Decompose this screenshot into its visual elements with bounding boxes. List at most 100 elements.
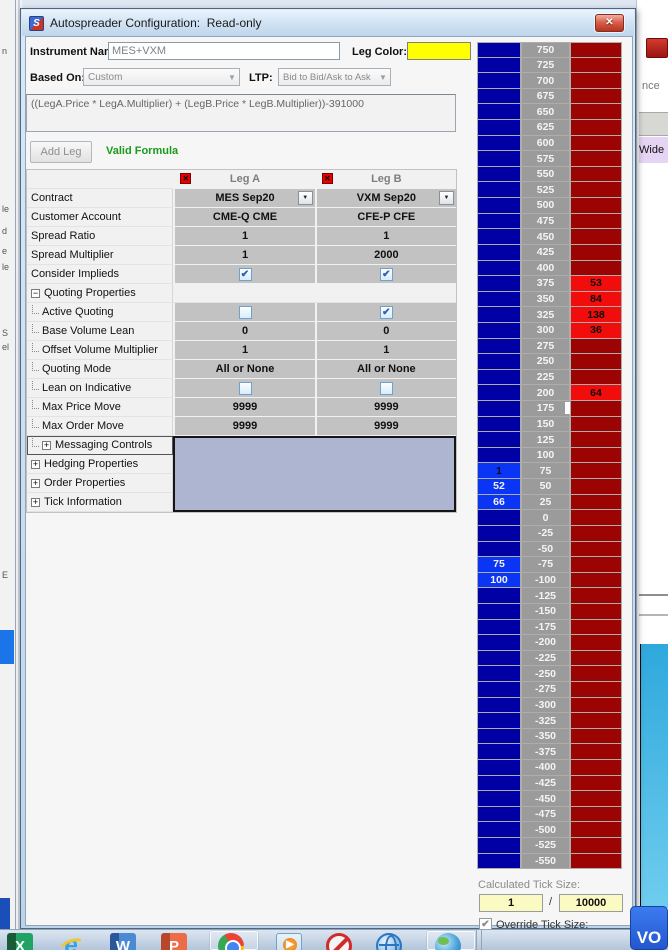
close-button[interactable]: ✕ [595,14,624,32]
price-cell-25[interactable]: 25 [521,494,570,511]
collapse-icon[interactable]: − [31,287,40,298]
ask-cell-550[interactable] [570,166,622,183]
bid-cell-400[interactable] [477,260,521,277]
bid-cell-75[interactable]: 1 [477,463,521,480]
ask-cell-100[interactable] [570,447,622,464]
bid-cell--225[interactable] [477,650,521,667]
price-cell-525[interactable]: 525 [521,182,570,199]
price-cell--225[interactable]: -225 [521,650,570,667]
row-label-quoting-properties[interactable]: − Quoting Properties [27,284,174,303]
bid-cell-525[interactable] [477,182,521,199]
bid-cell-550[interactable] [477,166,521,183]
price-cell-700[interactable]: 700 [521,73,570,89]
price-cell--200[interactable]: -200 [521,635,570,651]
ask-cell--500[interactable] [570,822,622,839]
checkbox-cell-consider-implieds-leg-b[interactable]: ✔ [316,265,457,283]
bid-cell--475[interactable] [477,806,521,823]
bid-cell--75[interactable]: 75 [477,557,521,573]
checkbox-cell-lean-on-indicative-leg-b[interactable] [316,379,457,397]
bid-cell--525[interactable] [477,838,521,854]
row-label-hedging-properties[interactable]: + Hedging Properties [27,455,174,474]
ask-cell-725[interactable] [570,57,622,74]
price-cell-450[interactable]: 450 [521,229,570,245]
ask-cell-425[interactable] [570,244,622,261]
ask-cell--75[interactable] [570,557,622,573]
title-bar[interactable]: S Autospreader Configuration: Read-only … [22,10,634,36]
bid-cell-150[interactable] [477,416,521,433]
selected-region-cell[interactable] [173,436,456,455]
price-cell--350[interactable]: -350 [521,728,570,745]
value-cell-spread-ratio-leg-b[interactable]: 1 [316,227,457,245]
row-label-order-properties[interactable]: + Order Properties [27,474,174,493]
tick-size-numerator[interactable]: 1 [479,894,543,912]
price-cell--50[interactable]: -50 [521,541,570,558]
bid-cell-250[interactable] [477,354,521,370]
checkbox-cell-active-quoting-leg-a[interactable] [175,303,315,321]
unchecked-checkbox-icon[interactable] [238,381,252,395]
expand-icon[interactable]: + [42,439,51,450]
bid-cell-275[interactable] [477,338,521,355]
bid-cell--150[interactable] [477,603,521,620]
bid-cell--350[interactable] [477,728,521,745]
value-cell-offset-volume-multiplier-leg-a[interactable]: 1 [175,341,315,359]
price-cell--125[interactable]: -125 [521,588,570,604]
bid-cell-225[interactable] [477,369,521,386]
background-red-button[interactable] [646,38,668,58]
ask-cell--550[interactable] [570,853,622,870]
price-cell--275[interactable]: -275 [521,681,570,698]
price-cell--525[interactable]: -525 [521,838,570,854]
bid-cell-0[interactable] [477,510,521,526]
dropdown-cell-contract-leg-a[interactable]: MES Sep20 ▼ [175,189,315,207]
remove-leg-icon[interactable]: ✕ [180,173,192,184]
price-cell-350[interactable]: 350 [521,291,570,308]
value-cell-spread-ratio-leg-a[interactable]: 1 [175,227,315,245]
bid-cell-100[interactable] [477,447,521,464]
ask-cell--525[interactable] [570,838,622,854]
price-cell--550[interactable]: -550 [521,853,570,870]
ask-cell--175[interactable] [570,619,622,636]
bid-cell-300[interactable] [477,322,521,339]
leg-a-header[interactable]: ✕ Leg A [175,170,315,188]
value-cell-offset-volume-multiplier-leg-b[interactable]: 1 [316,341,457,359]
price-cell-625[interactable]: 625 [521,120,570,136]
ask-cell--325[interactable] [570,713,622,729]
value-cell-base-volume-lean-leg-b[interactable]: 0 [316,322,457,340]
row-label-tick-information[interactable]: + Tick Information [27,493,174,512]
price-cell-100[interactable]: 100 [521,447,570,464]
dropdown-cell-contract-leg-b[interactable]: VXM Sep20 ▼ [316,189,457,207]
row-label-messaging-controls[interactable]: + Messaging Controls [27,436,174,455]
bid-cell-625[interactable] [477,120,521,136]
ask-cell-0[interactable] [570,510,622,526]
bid-cell-200[interactable] [477,385,521,402]
dropdown-arrow-icon[interactable]: ▼ [439,191,455,205]
ask-cell--400[interactable] [570,760,622,776]
earth-globe-icon[interactable] [435,933,461,950]
tick-size-denominator[interactable]: 10000 [559,894,623,912]
ask-cell--125[interactable] [570,588,622,604]
bid-cell-350[interactable] [477,291,521,308]
value-cell-customer-account-leg-a[interactable]: CME-Q CME [175,208,315,226]
bid-cell-50[interactable]: 52 [477,479,521,495]
ask-cell-225[interactable] [570,369,622,386]
leg-b-header[interactable]: ✕ Leg B [316,170,457,188]
bid-cell-425[interactable] [477,244,521,261]
ask-cell-125[interactable] [570,432,622,448]
price-cell-275[interactable]: 275 [521,338,570,355]
value-cell-spread-multiplier-leg-b[interactable]: 2000 [316,246,457,264]
price-cell-725[interactable]: 725 [521,57,570,74]
ask-cell-700[interactable] [570,73,622,89]
bid-cell-725[interactable] [477,57,521,74]
ask-cell-600[interactable] [570,135,622,152]
value-cell-quoting-mode-leg-b[interactable]: All or None [316,360,457,378]
bid-cell--100[interactable]: 100 [477,572,521,589]
ask-cell--475[interactable] [570,806,622,823]
ask-cell-150[interactable] [570,416,622,433]
ask-cell-750[interactable] [570,42,622,58]
bid-cell--500[interactable] [477,822,521,839]
excel-icon[interactable]: X [7,933,33,950]
value-cell-max-price-move-leg-b[interactable]: 9999 [316,398,457,416]
price-cell-50[interactable]: 50 [521,479,570,495]
ltp-combo[interactable]: Bid to Bid/Ask to Ask ▼ [278,68,391,86]
price-cell--400[interactable]: -400 [521,760,570,776]
